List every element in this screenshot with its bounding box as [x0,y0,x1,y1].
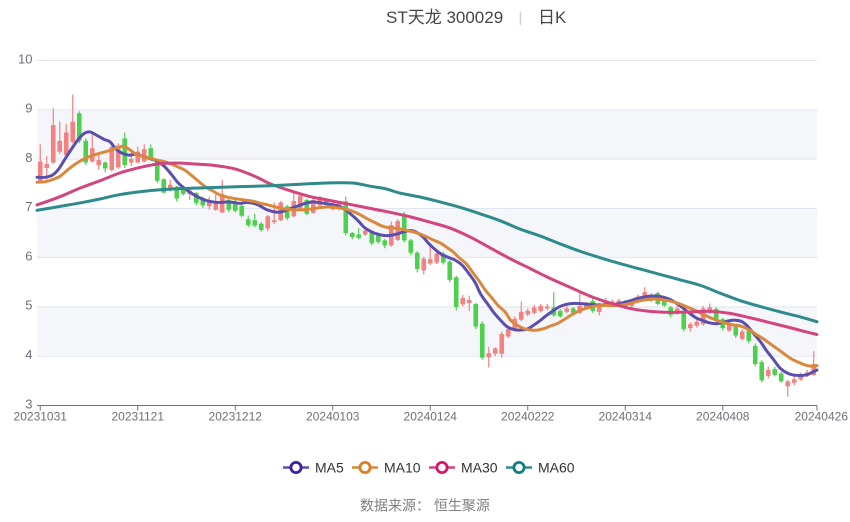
svg-text:20231212: 20231212 [209,410,263,424]
svg-text:20240103: 20240103 [306,410,360,424]
svg-text:MA5: MA5 [315,460,344,476]
svg-text:20240426: 20240426 [795,410,849,424]
svg-text:20231121: 20231121 [112,410,165,424]
svg-text:20240314: 20240314 [599,410,653,424]
svg-text:20240222: 20240222 [501,410,555,424]
svg-text:4: 4 [25,347,32,362]
svg-text:9: 9 [25,101,32,116]
svg-text:MA10: MA10 [384,460,421,476]
svg-text:6: 6 [25,248,32,263]
svg-text:MA30: MA30 [461,460,498,476]
svg-text:ST天龙 300029: ST天龙 300029 [386,8,503,27]
svg-text:10: 10 [18,51,32,66]
svg-text:8: 8 [25,150,32,165]
svg-text:7: 7 [25,199,32,214]
svg-text:20231031: 20231031 [14,410,68,424]
svg-text:20240124: 20240124 [404,410,458,424]
svg-text:5: 5 [25,298,32,313]
svg-text:3: 3 [25,396,32,411]
svg-text:MA60: MA60 [538,460,575,476]
svg-text:日K: 日K [538,8,567,27]
svg-text:数据来源： 恒生聚源: 数据来源： 恒生聚源 [360,497,490,513]
svg-text:20240408: 20240408 [696,410,750,424]
